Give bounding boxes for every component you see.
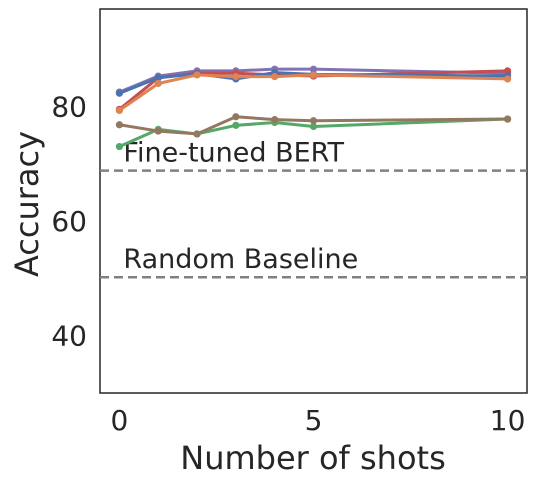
data-point xyxy=(271,73,279,81)
x-tick-label: 5 xyxy=(305,404,323,437)
data-point xyxy=(115,89,124,97)
data-point xyxy=(193,130,201,138)
data-point xyxy=(232,73,240,81)
data-point xyxy=(193,71,201,79)
reference-lines: Fine-tuned BERT Random Baseline xyxy=(100,138,527,279)
y-tick-label: 60 xyxy=(51,205,87,238)
series-layer xyxy=(115,65,512,151)
y-axis-ticks: 40 60 80 xyxy=(51,90,87,352)
data-point xyxy=(115,121,124,129)
data-point xyxy=(154,127,162,135)
data-point xyxy=(309,122,318,131)
data-point xyxy=(309,117,318,125)
data-point xyxy=(115,106,124,115)
data-point xyxy=(115,142,124,151)
data-point xyxy=(154,74,162,82)
x-axis-label: Number of shots xyxy=(180,439,445,477)
data-point xyxy=(309,71,318,79)
data-point xyxy=(503,67,512,75)
x-tick-label: 10 xyxy=(490,404,526,437)
data-point xyxy=(271,116,279,124)
reference-label-1: Random Baseline xyxy=(123,244,358,275)
data-point xyxy=(503,75,512,83)
data-point xyxy=(503,115,512,123)
reference-label-0: Fine-tuned BERT xyxy=(123,138,344,169)
x-axis-ticks: 0 5 10 xyxy=(110,404,525,437)
data-point xyxy=(232,121,240,129)
y-tick-label: 80 xyxy=(51,90,87,123)
data-point xyxy=(309,65,318,73)
y-tick-label: 40 xyxy=(51,320,87,353)
y-axis-label: Accuracy xyxy=(8,131,46,277)
x-tick-label: 0 xyxy=(110,404,128,437)
data-point xyxy=(154,79,162,88)
data-point xyxy=(232,113,240,121)
